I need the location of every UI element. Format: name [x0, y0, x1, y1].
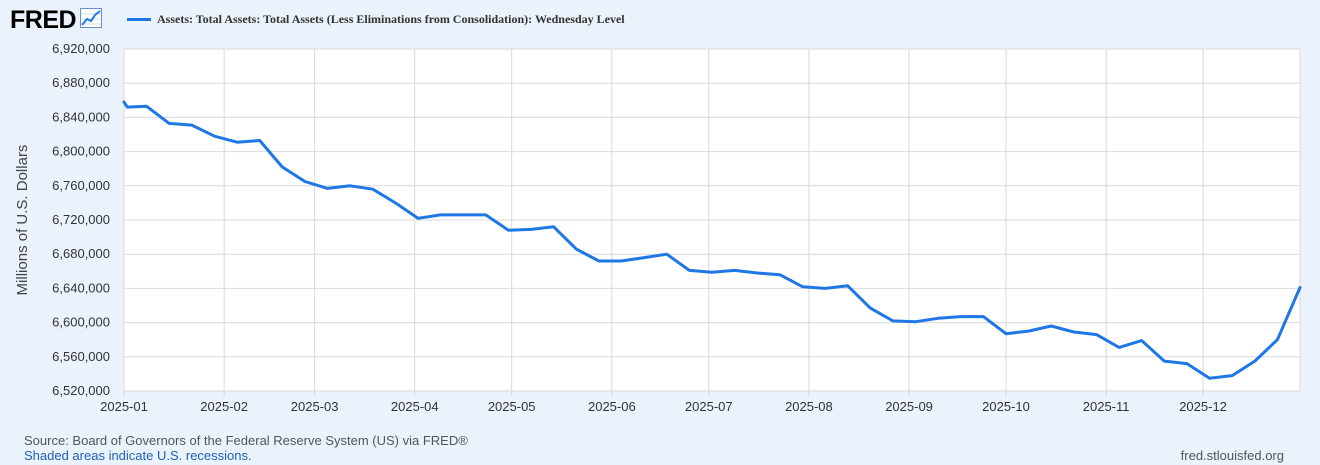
y-tick-label: 6,760,000 — [52, 178, 110, 193]
x-tick-label: 2025-07 — [685, 399, 733, 414]
legend-swatch — [127, 18, 151, 21]
x-tick-label: 2025-10 — [982, 399, 1030, 414]
x-tick-label: 2025-08 — [785, 399, 833, 414]
x-tick-label: 2025-12 — [1179, 399, 1227, 414]
y-axis-ticks: 6,520,000 6,560,000 6,600,000 6,640,000 6,68… — [52, 41, 110, 398]
x-tick-label: 2025-04 — [391, 399, 439, 414]
y-tick-label: 6,640,000 — [52, 280, 110, 295]
fred-logo[interactable]: FRED — [10, 6, 103, 34]
footer-source: Source: Board of Governors of the Federa… — [24, 433, 468, 448]
y-tick-label: 6,600,000 — [52, 315, 110, 330]
series-layer — [122, 100, 1302, 380]
footer-site-link[interactable]: fred.stlouisfed.org — [1180, 448, 1284, 463]
x-tick-label: 2025-05 — [488, 399, 536, 414]
gridlines — [123, 48, 1301, 397]
y-tick-label: 6,560,000 — [52, 349, 110, 364]
x-tick-label: 2025-03 — [291, 399, 339, 414]
logo-text: FRED — [10, 6, 77, 34]
x-tick-label: 2025-11 — [1083, 399, 1130, 414]
y-tick-label: 6,880,000 — [52, 75, 110, 90]
y-axis-label: Millions of U.S. Dollars — [14, 145, 31, 296]
chart-legend[interactable]: Assets: Total Assets: Total Assets (Less… — [127, 12, 625, 27]
x-tick-label: 2025-09 — [885, 399, 933, 414]
y-tick-label: 6,720,000 — [52, 212, 110, 227]
trend-chart-icon — [80, 7, 103, 33]
x-axis-ticks: 2025-01 2025-02 2025-03 2025-04 2025-05 2025-… — [100, 399, 1227, 414]
y-tick-label: 6,800,000 — [52, 144, 110, 159]
footer-recession-note: Shaded areas indicate U.S. recessions. — [24, 448, 252, 463]
x-tick-label: 2025-02 — [200, 399, 248, 414]
legend-series-label: Assets: Total Assets: Total Assets (Less… — [157, 12, 625, 26]
series-line[interactable] — [122, 100, 1302, 380]
x-tick-label: 2025-06 — [588, 399, 636, 414]
y-tick-label: 6,840,000 — [52, 109, 110, 124]
y-tick-label: 6,520,000 — [52, 383, 110, 398]
y-tick-label: 6,680,000 — [52, 246, 110, 261]
x-tick-label: 2025-01 — [100, 399, 148, 414]
y-tick-label: 6,920,000 — [52, 41, 110, 56]
